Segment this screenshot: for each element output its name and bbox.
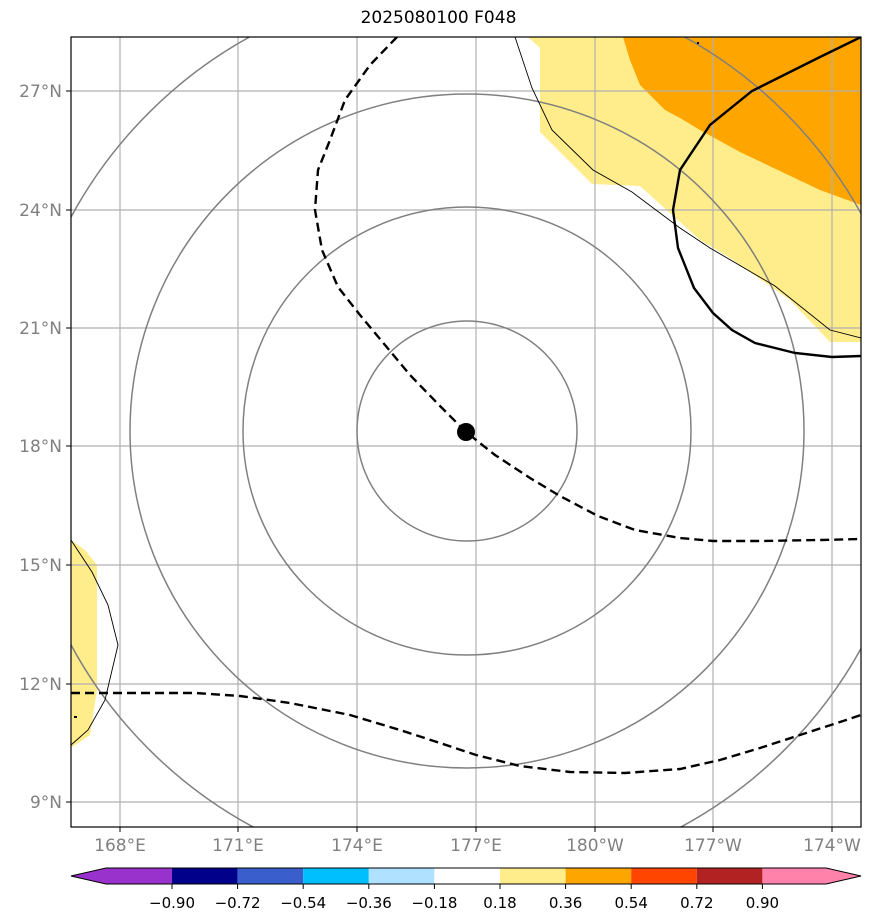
tick-marks	[66, 90, 833, 832]
lon-label: 177°W	[684, 836, 742, 856]
longitude-labels: 168°E 171°E 174°E 177°E 180°W 177°W 174°…	[94, 836, 861, 856]
storm-center-marker	[457, 423, 475, 441]
lon-label: 174°E	[331, 836, 383, 856]
lat-label: 24°N	[19, 201, 62, 221]
colorbar-tick-label: −0.54	[280, 894, 326, 912]
colorbar-under-extend	[71, 868, 172, 884]
colorbar-segment	[368, 868, 435, 884]
lat-label: 15°N	[19, 556, 62, 576]
colorbar-over-extend	[762, 868, 861, 884]
colorbar-tick-label: 0.90	[746, 894, 779, 912]
colorbar-tick-label: 0.72	[680, 894, 713, 912]
lat-label: 9°N	[30, 793, 62, 813]
anomaly-fill-light-west	[71, 540, 97, 748]
colorbar-tick-label: −0.72	[215, 894, 261, 912]
contour-dashed	[71, 37, 861, 775]
colorbar-segment	[237, 868, 304, 884]
graticule	[71, 37, 861, 827]
contour-solid	[671, 37, 861, 359]
lat-label: 27°N	[19, 82, 62, 102]
colorbar-tick-label: 0.36	[549, 894, 582, 912]
colorbar-tick-label: −0.36	[346, 894, 392, 912]
range-rings	[71, 37, 861, 827]
anomaly-fill-strong-northeast	[623, 37, 861, 205]
map-title: 2025080100 F048	[360, 8, 517, 28]
colorbar-segment	[565, 868, 632, 884]
colorbar-segment	[500, 868, 566, 884]
colorbar-tick-label: −0.18	[411, 894, 457, 912]
lat-label: 21°N	[19, 319, 62, 339]
latitude-labels: 27°N 24°N 21°N 18°N 15°N 12°N 9°N	[19, 82, 62, 813]
colorbar-outline	[70, 867, 862, 885]
small-dots	[74, 42, 699, 718]
colorbar-segment	[434, 868, 500, 884]
colorbar-tick-label: 0.18	[483, 894, 516, 912]
colorbar-segment	[696, 868, 763, 884]
lat-label: 12°N	[19, 675, 62, 695]
map-frame	[70, 36, 862, 828]
lon-label: 168°E	[94, 836, 146, 856]
colorbar-segment	[303, 868, 369, 884]
colorbar-tick-label: −0.90	[149, 894, 195, 912]
lon-label: 174°W	[803, 836, 861, 856]
lon-label: 177°E	[450, 836, 502, 856]
coastline-contours	[71, 37, 861, 746]
lon-label: 180°W	[566, 836, 624, 856]
colorbar: −0.90 −0.72 −0.54 −0.36 −0.18 0.18 0.36 …	[70, 867, 862, 912]
lon-label: 171°E	[212, 836, 264, 856]
colorbar-segment	[172, 868, 238, 884]
colorbar-tick-label: 0.54	[614, 894, 647, 912]
lat-label: 18°N	[19, 437, 62, 457]
colorbar-segment	[631, 868, 697, 884]
